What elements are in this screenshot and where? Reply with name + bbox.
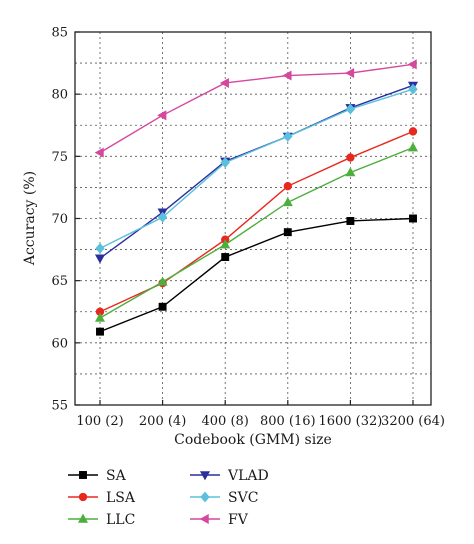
data-point	[345, 167, 356, 177]
y-tick-label: 75	[51, 150, 68, 165]
data-point	[79, 471, 87, 479]
data-point	[283, 182, 292, 191]
legend-label: SVC	[228, 490, 258, 506]
data-point	[199, 471, 211, 481]
series-sa	[96, 214, 417, 336]
legend-item-svc: SVC	[190, 490, 258, 506]
data-point	[78, 492, 88, 502]
series-line	[99, 84, 414, 259]
series-lsa	[95, 127, 418, 316]
data-point	[199, 513, 209, 525]
data-point	[221, 253, 230, 261]
x-tick-label: 200 (4)	[139, 414, 186, 429]
data-point	[77, 513, 89, 523]
x-tick-label: 800 (16)	[260, 414, 316, 429]
data-point	[158, 302, 167, 311]
y-axis-title: Accuracy (%)	[22, 171, 38, 266]
data-point	[345, 103, 356, 115]
y-tick-label: 55	[51, 399, 68, 414]
y-tick-label: 65	[51, 274, 68, 289]
data-point	[200, 491, 210, 503]
data-point	[94, 254, 106, 264]
data-point	[408, 83, 418, 95]
y-tick-label: 80	[51, 88, 68, 103]
plot-frame	[74, 31, 432, 406]
series-vlad	[94, 81, 419, 264]
series-line	[99, 130, 414, 313]
grid	[75, 32, 431, 405]
data-point	[220, 239, 231, 249]
series-line	[99, 217, 414, 333]
data-point	[219, 77, 229, 89]
data-point	[409, 214, 417, 223]
data-point	[220, 157, 230, 168]
x-tick-label: 1600 (32)	[318, 414, 382, 429]
data-point	[157, 276, 168, 286]
series-svc	[95, 83, 418, 254]
legend-item-fv: FV	[190, 512, 249, 528]
y-tick-label: 85	[51, 26, 68, 41]
legend-item-sa: SA	[68, 468, 127, 484]
series-line	[99, 146, 414, 319]
legend-label: VLAD	[227, 468, 269, 484]
series-line	[99, 63, 414, 154]
data-point	[283, 131, 293, 142]
data-point	[283, 228, 292, 237]
legend-label: FV	[228, 512, 249, 528]
data-point	[95, 242, 105, 254]
data-point	[94, 312, 106, 322]
legend-item-vlad: VLAD	[190, 468, 269, 484]
data-point	[346, 217, 355, 225]
data-point	[282, 70, 292, 81]
data-point	[345, 68, 355, 79]
y-tick-label: 70	[51, 212, 68, 227]
x-tick-label: 3200 (64)	[381, 414, 445, 429]
y-tick-label: 60	[51, 336, 68, 351]
data-point	[346, 153, 355, 162]
legend-item-llc: LLC	[68, 512, 135, 528]
legend-label: SA	[106, 468, 127, 484]
data-point	[94, 147, 104, 158]
data-point	[96, 327, 104, 336]
x-tick-label: 100 (2)	[76, 414, 123, 429]
x-tick-label: 400 (8)	[202, 414, 249, 429]
data-point	[157, 110, 167, 121]
data-point	[157, 211, 168, 223]
data-point	[407, 59, 417, 70]
series-group	[94, 59, 419, 336]
data-point	[407, 142, 419, 152]
series-line	[99, 88, 414, 249]
x-axis-ticks: 100 (2) 200 (4) 400 (8) 800 (16) 1600 (32)32…	[76, 400, 445, 429]
legend-label: LLC	[106, 512, 135, 528]
x-axis-title: Codebook (GMM) size	[174, 432, 332, 448]
y-axis-ticks: 55 60 65 70 75 80 85	[51, 26, 80, 414]
data-point	[408, 127, 418, 136]
series-fv	[94, 59, 417, 158]
legend-item-lsa: LSA	[68, 490, 136, 506]
legend-label: LSA	[106, 490, 136, 506]
series-llc	[94, 142, 419, 322]
legend: SA LSA LLC VLAD SVC FV	[68, 468, 269, 528]
data-point	[282, 196, 293, 207]
